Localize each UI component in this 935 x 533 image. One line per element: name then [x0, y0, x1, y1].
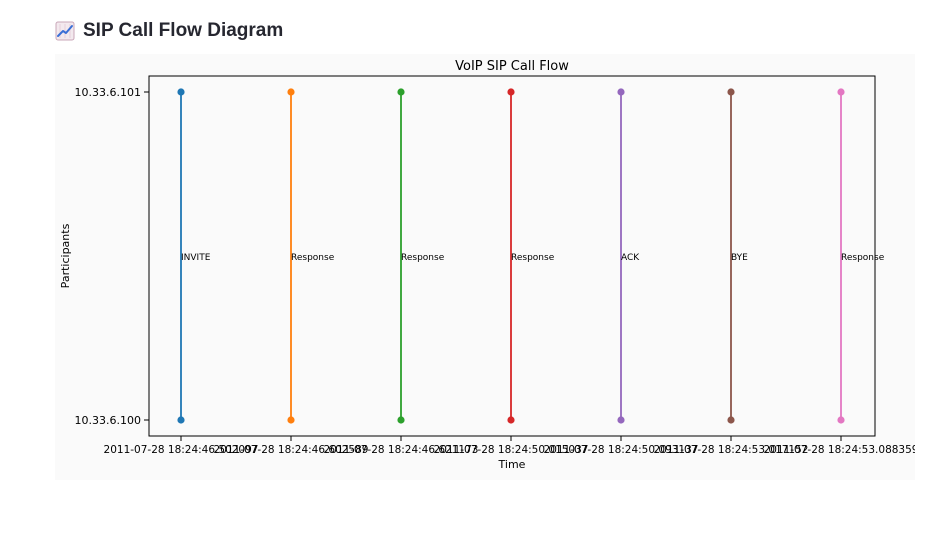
data-point [287, 416, 295, 424]
chart-increasing-icon [55, 21, 75, 41]
message-label: BYE [731, 253, 748, 263]
x-axis-label: Time [498, 458, 526, 471]
data-point [397, 88, 405, 96]
page-title: SIP Call Flow Diagram [83, 20, 284, 41]
data-point [177, 416, 185, 424]
x-tick-label: 2011-07-28 18:24:46.621173 [324, 444, 479, 456]
data-point [617, 88, 625, 96]
x-tick-label: 2011-07-28 18:24:53.017152 [654, 444, 809, 456]
x-tick-label: 2011-07-28 18:24:53.088359 [764, 444, 915, 456]
y-axis-label: Participants [59, 223, 72, 288]
plot-area [148, 75, 876, 437]
message-label: Response [291, 253, 335, 263]
message-label: Response [841, 253, 885, 263]
x-tick-label: 2011-07-28 18:24:50.093137 [544, 444, 699, 456]
data-point [837, 416, 845, 424]
data-point [507, 88, 515, 96]
data-point [507, 416, 515, 424]
page-header: SIP Call Flow Diagram [55, 16, 283, 46]
data-point [617, 416, 625, 424]
y-tick-label: 10.33.6.101 [75, 86, 141, 99]
message-label: Response [401, 253, 445, 263]
data-point [287, 88, 295, 96]
data-point [727, 88, 735, 96]
y-tick-label: 10.33.6.100 [75, 414, 141, 427]
chart-marks: 10.33.6.100 10.33.6.101 INVITE 2011-07-28 1… [75, 86, 915, 456]
data-point [727, 416, 735, 424]
data-point [177, 88, 185, 96]
sip-call-flow-chart: VoIP SIP Call Flow Time Participants 10.… [59, 59, 915, 471]
message-label: INVITE [181, 253, 211, 263]
message-label: ACK [621, 253, 640, 263]
data-point [837, 88, 845, 96]
x-tick-label: 2011-07-28 18:24:46.602589 [214, 444, 369, 456]
data-point [397, 416, 405, 424]
chart-title: VoIP SIP Call Flow [455, 59, 569, 74]
x-tick-label: 2011-07-28 18:24:46.502097 [104, 444, 259, 456]
message-label: Response [511, 253, 555, 263]
x-tick-label: 2011-07-28 18:24:50.015037 [434, 444, 589, 456]
